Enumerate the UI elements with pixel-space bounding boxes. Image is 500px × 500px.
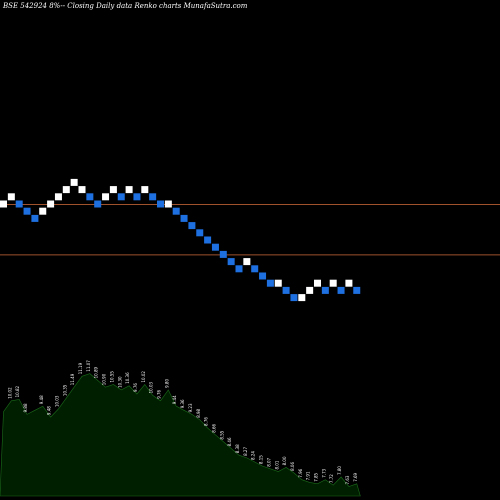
volume-label: 8.46 bbox=[227, 437, 232, 446]
renko-brick-up bbox=[78, 186, 86, 194]
volume-label: 11.49 bbox=[70, 373, 75, 385]
volume-label: 8.15 bbox=[259, 455, 264, 464]
renko-bricks bbox=[0, 178, 361, 302]
renko-brick-down bbox=[172, 207, 180, 215]
renko-brick-down bbox=[23, 207, 31, 215]
renko-brick-down bbox=[15, 200, 23, 208]
volume-label: 10.35 bbox=[62, 384, 67, 396]
volume-label: 7.80 bbox=[337, 466, 342, 475]
renko-brick-down bbox=[117, 193, 125, 201]
volume-label: 8.00 bbox=[282, 456, 287, 465]
volume-label: 9.48 bbox=[39, 395, 44, 404]
renko-brick-up bbox=[298, 294, 306, 302]
volume-label: 7.72 bbox=[329, 474, 334, 483]
volume-label: 10.82 bbox=[15, 385, 20, 397]
volume-label: 8.38 bbox=[235, 444, 240, 453]
volume-label: 10.90 bbox=[102, 373, 107, 385]
volume-label: 10.30 bbox=[117, 376, 122, 388]
renko-brick-up bbox=[314, 279, 321, 287]
renko-brick-down bbox=[211, 243, 219, 251]
volume-label: 10.55 bbox=[109, 371, 114, 383]
volume-label: 8.07 bbox=[266, 457, 271, 466]
renko-brick-up bbox=[306, 286, 314, 294]
renko-brick-up bbox=[329, 279, 337, 287]
volume-label: 8.01 bbox=[274, 460, 279, 469]
volume-label: 10.36 bbox=[125, 372, 130, 384]
volume-label: 8.27 bbox=[243, 447, 248, 456]
reference-lines bbox=[0, 204, 500, 256]
renko-brick-down bbox=[353, 286, 361, 294]
volume-label: 7.69 bbox=[353, 472, 358, 481]
volume-label: 7.73 bbox=[321, 468, 326, 477]
renko-brick-down bbox=[31, 214, 39, 222]
renko-brick-down bbox=[321, 286, 329, 294]
volume-label: 8.66 bbox=[211, 423, 216, 432]
volume-label: 7.96 bbox=[298, 468, 303, 477]
volume-label: 9.44 bbox=[172, 395, 177, 404]
volume-area-layer bbox=[0, 373, 361, 497]
renko-brick-down bbox=[259, 272, 267, 280]
renko-brick-up bbox=[164, 200, 172, 208]
volume-label: 10.03 bbox=[149, 381, 154, 393]
volume-label: 9.36 bbox=[180, 399, 185, 408]
renko-brick-down bbox=[180, 214, 188, 222]
volume-label: 8.76 bbox=[204, 417, 209, 426]
renko-brick-up bbox=[141, 186, 149, 194]
renko-brick-down bbox=[219, 250, 227, 258]
volume-label: 8.98 bbox=[196, 408, 201, 417]
volume-label: 10.02 bbox=[141, 371, 146, 383]
renko-brick-down bbox=[204, 236, 212, 244]
renko-brick-up bbox=[62, 186, 70, 194]
renko-brick-up bbox=[54, 193, 62, 201]
renko-brick-down bbox=[290, 294, 298, 302]
renko-brick-up bbox=[125, 186, 133, 194]
renko-brick-down bbox=[266, 279, 274, 287]
volume-area bbox=[0, 373, 361, 497]
renko-brick-up bbox=[47, 200, 55, 208]
renko-brick-down bbox=[282, 286, 290, 294]
volume-label: 8.06 bbox=[290, 462, 295, 471]
renko-brick-up bbox=[39, 207, 47, 215]
renko-brick-down bbox=[235, 265, 243, 273]
volume-label: 8.24 bbox=[251, 451, 256, 460]
renko-brick-up bbox=[109, 186, 117, 194]
volume-label: 11.19 bbox=[78, 362, 83, 374]
volume-label: 9.80 bbox=[164, 379, 169, 388]
renko-brick-up bbox=[0, 200, 7, 208]
volume-label: 7.85 bbox=[314, 472, 319, 481]
renko-brick-down bbox=[157, 200, 164, 208]
renko-brick-down bbox=[133, 193, 141, 201]
renko-brick-down bbox=[94, 200, 102, 208]
renko-brick-down bbox=[337, 286, 345, 294]
volume-label: 7.63 bbox=[345, 475, 350, 484]
renko-brick-down bbox=[196, 229, 204, 237]
volume-label: 9.88 bbox=[23, 403, 28, 412]
renko-brick-down bbox=[149, 193, 157, 201]
volume-label: 8.55 bbox=[219, 430, 224, 439]
volume-label: 10.02 bbox=[7, 387, 12, 399]
volume-labels: 10.02 10.829.889.489.4810.0310.3511.4911.… bbox=[7, 360, 358, 485]
volume-label: 7.91 bbox=[306, 471, 311, 480]
volume-label: 9.76 bbox=[157, 389, 162, 398]
volume-label: 9.76 bbox=[133, 383, 138, 392]
renko-brick-up bbox=[243, 258, 251, 266]
renko-brick-up bbox=[345, 279, 353, 287]
renko-brick-down bbox=[227, 258, 235, 266]
renko-brick-down bbox=[86, 193, 94, 201]
volume-label: 10.03 bbox=[54, 395, 59, 407]
volume-label: 9.48 bbox=[47, 406, 52, 415]
renko-brick-up bbox=[102, 193, 110, 201]
renko-brick-up bbox=[70, 178, 78, 186]
renko-brick-up bbox=[7, 193, 15, 201]
renko-brick-down bbox=[188, 222, 196, 230]
volume-label: 10.89 bbox=[94, 366, 99, 378]
chart-title: BSE 542924 8%-- Closing Daily data Renko… bbox=[3, 2, 248, 10]
volume-label: 9.23 bbox=[188, 403, 193, 412]
volume-label: 11.07 bbox=[86, 360, 91, 372]
renko-brick-down bbox=[251, 265, 259, 273]
renko-brick-up bbox=[274, 279, 282, 287]
